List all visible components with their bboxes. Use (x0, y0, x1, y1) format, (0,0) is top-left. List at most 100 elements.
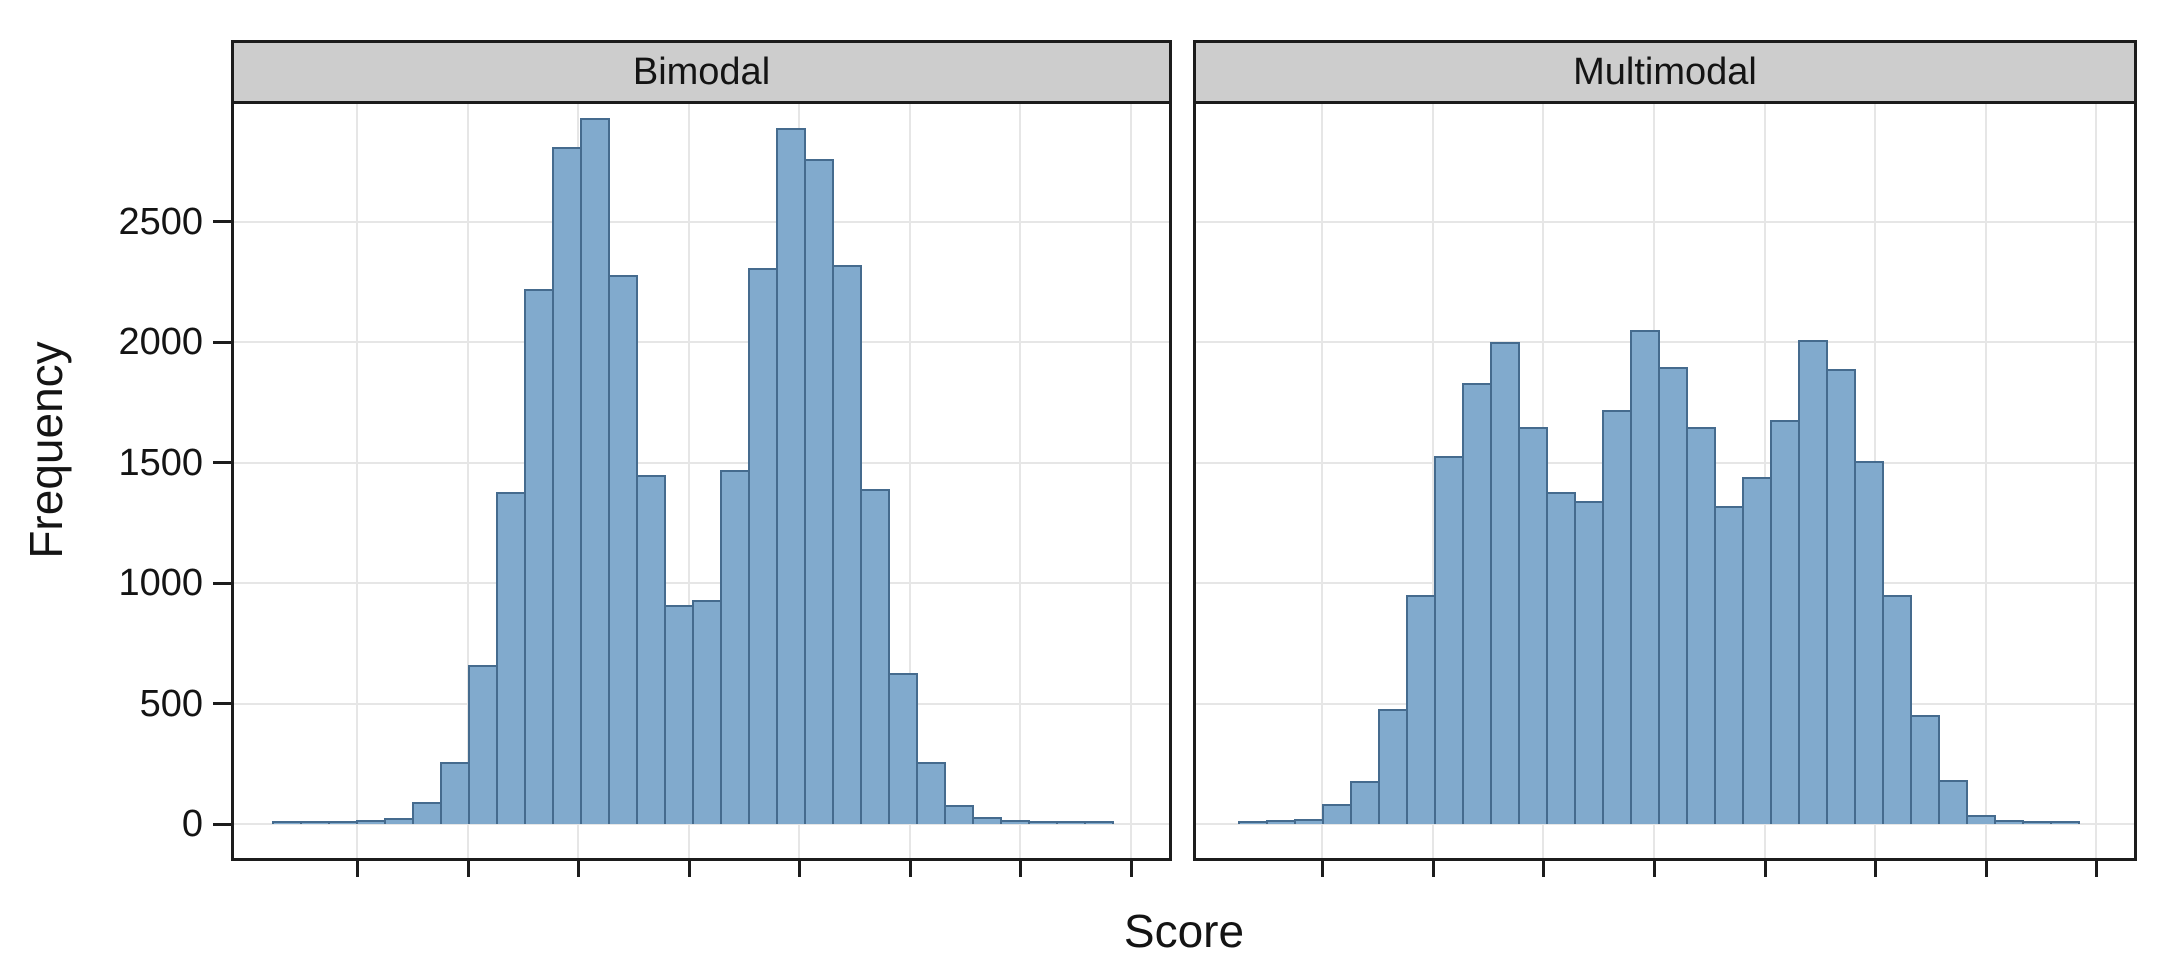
y-axis-tick (213, 461, 231, 464)
x-axis-tick (1018, 861, 1022, 877)
histogram-bar (776, 127, 806, 824)
histogram-bar (860, 489, 890, 824)
histogram-bar (1084, 820, 1114, 824)
v-gridline (1432, 104, 1434, 858)
x-axis-tick (576, 861, 580, 877)
histogram-bar (1658, 366, 1688, 824)
histogram-bar (1056, 820, 1086, 824)
histogram-bar (1266, 820, 1296, 824)
h-gridline (1196, 823, 2134, 825)
facet-strip-bimodal: Bimodal (231, 40, 1172, 101)
histogram-bar (300, 820, 330, 824)
histogram-bar (580, 118, 610, 824)
y-tick-label: 1000 (118, 562, 203, 604)
histogram-bar (1000, 820, 1030, 824)
histogram-bar (1938, 779, 1968, 824)
histogram-bar (1350, 781, 1380, 824)
histogram-bar (1028, 820, 1058, 824)
histogram-bar (496, 491, 526, 824)
histogram-bar (1994, 819, 2024, 824)
v-gridline (2095, 104, 2097, 858)
facet-title: Bimodal (632, 51, 771, 93)
histogram-bar (1406, 595, 1436, 824)
v-gridline (1019, 104, 1021, 858)
histogram-bar (1462, 383, 1492, 824)
histogram-bar (692, 600, 722, 824)
histogram-bar (748, 267, 778, 824)
histogram-bar (1630, 330, 1660, 824)
x-axis-tick (355, 861, 359, 877)
histogram-bar (2022, 820, 2052, 824)
histogram-bar (412, 801, 442, 824)
histogram-bar (1378, 708, 1408, 824)
y-axis-tick (213, 822, 231, 826)
facet-title: Multimodal (1573, 51, 1757, 93)
histogram-bar (1910, 714, 1940, 824)
x-axis-title: Score (1123, 905, 1245, 957)
y-axis-tick (213, 581, 231, 585)
x-axis-tick (908, 861, 912, 877)
y-tick-label: 2000 (118, 321, 203, 363)
histogram-bar (1602, 409, 1632, 824)
x-axis-tick (797, 861, 801, 877)
histogram-bar (1854, 460, 1884, 824)
histogram-bar (804, 159, 834, 824)
histogram-bar (664, 605, 694, 824)
histogram-bar (636, 474, 666, 824)
histogram-bar (328, 820, 358, 824)
histogram-bar (1546, 491, 1576, 824)
y-tick-label: 0 (181, 803, 203, 845)
histogram-bar (1686, 426, 1716, 824)
histogram-bar (384, 818, 414, 824)
x-axis-tick (1873, 861, 1877, 877)
histogram-bar (1238, 820, 1268, 824)
y-axis-tick (213, 340, 231, 344)
x-axis-tick (1320, 861, 1324, 877)
histogram-bar (1742, 477, 1772, 824)
h-gridline (234, 341, 1169, 343)
x-axis-tick (1652, 861, 1656, 877)
histogram-bar (440, 761, 470, 824)
histogram-bar (1882, 595, 1912, 824)
x-axis-tick (687, 861, 691, 877)
v-gridline (467, 104, 469, 858)
histogram-bar (1294, 819, 1324, 824)
histogram-bar (888, 672, 918, 824)
histogram-bar (972, 817, 1002, 824)
histogram-bar (1966, 814, 1996, 824)
y-axis-tick (213, 220, 231, 223)
v-gridline (909, 104, 911, 858)
histogram-bar (552, 147, 582, 824)
h-gridline (234, 823, 1169, 825)
x-axis-tick (1984, 861, 1988, 877)
x-axis-tick (1763, 861, 1767, 877)
y-tick-label: 1500 (118, 441, 203, 484)
histogram-bar (1714, 506, 1744, 824)
histogram-bar (832, 265, 862, 824)
histogram-bar (272, 820, 302, 824)
histogram-bar (608, 274, 638, 824)
facet-panel-multimodal: Multimodal (1193, 40, 2137, 964)
facet-panel-bimodal: Bimodal (231, 40, 1172, 964)
h-gridline (234, 220, 1169, 223)
x-axis-tick (2094, 861, 2098, 877)
histogram-bar (1574, 501, 1604, 824)
y-tick-label: 2500 (118, 200, 203, 243)
v-gridline (1321, 104, 1323, 858)
h-gridline (234, 461, 1169, 464)
h-gridline (1196, 341, 2134, 343)
y-tick-label: 500 (139, 682, 203, 725)
histogram-bar (944, 805, 974, 824)
x-axis-tick (1129, 861, 1133, 877)
v-gridline (688, 104, 690, 858)
h-gridline (234, 582, 1169, 584)
facet-strip-multimodal: Multimodal (1193, 40, 2137, 101)
v-gridline (1130, 104, 1132, 858)
plot-area-multimodal (1193, 101, 2137, 861)
histogram-bar (1434, 455, 1464, 824)
histogram-bar (1826, 368, 1856, 824)
histogram-bar (1798, 340, 1828, 824)
y-axis-tick (213, 702, 231, 705)
histogram-bar (468, 665, 498, 824)
plot-area-bimodal (231, 101, 1172, 861)
